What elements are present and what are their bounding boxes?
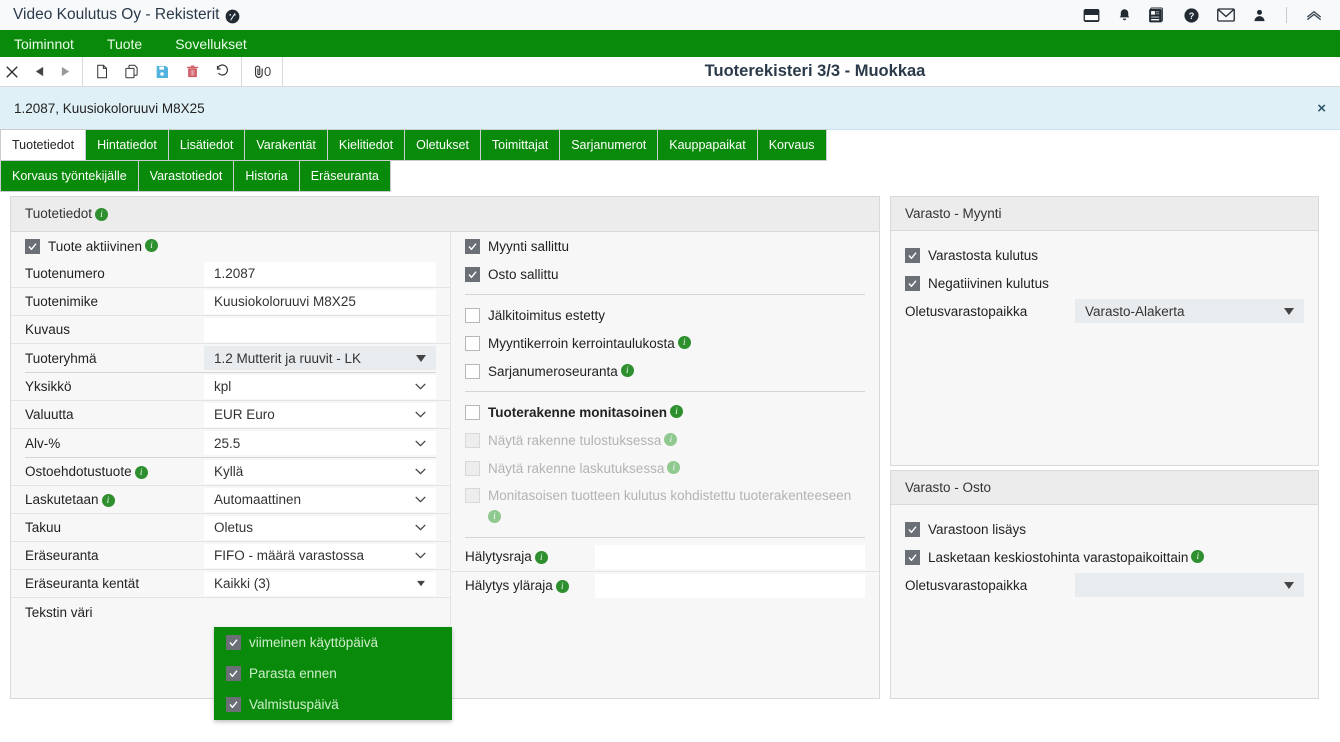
svg-text:?: ? — [1189, 10, 1195, 20]
